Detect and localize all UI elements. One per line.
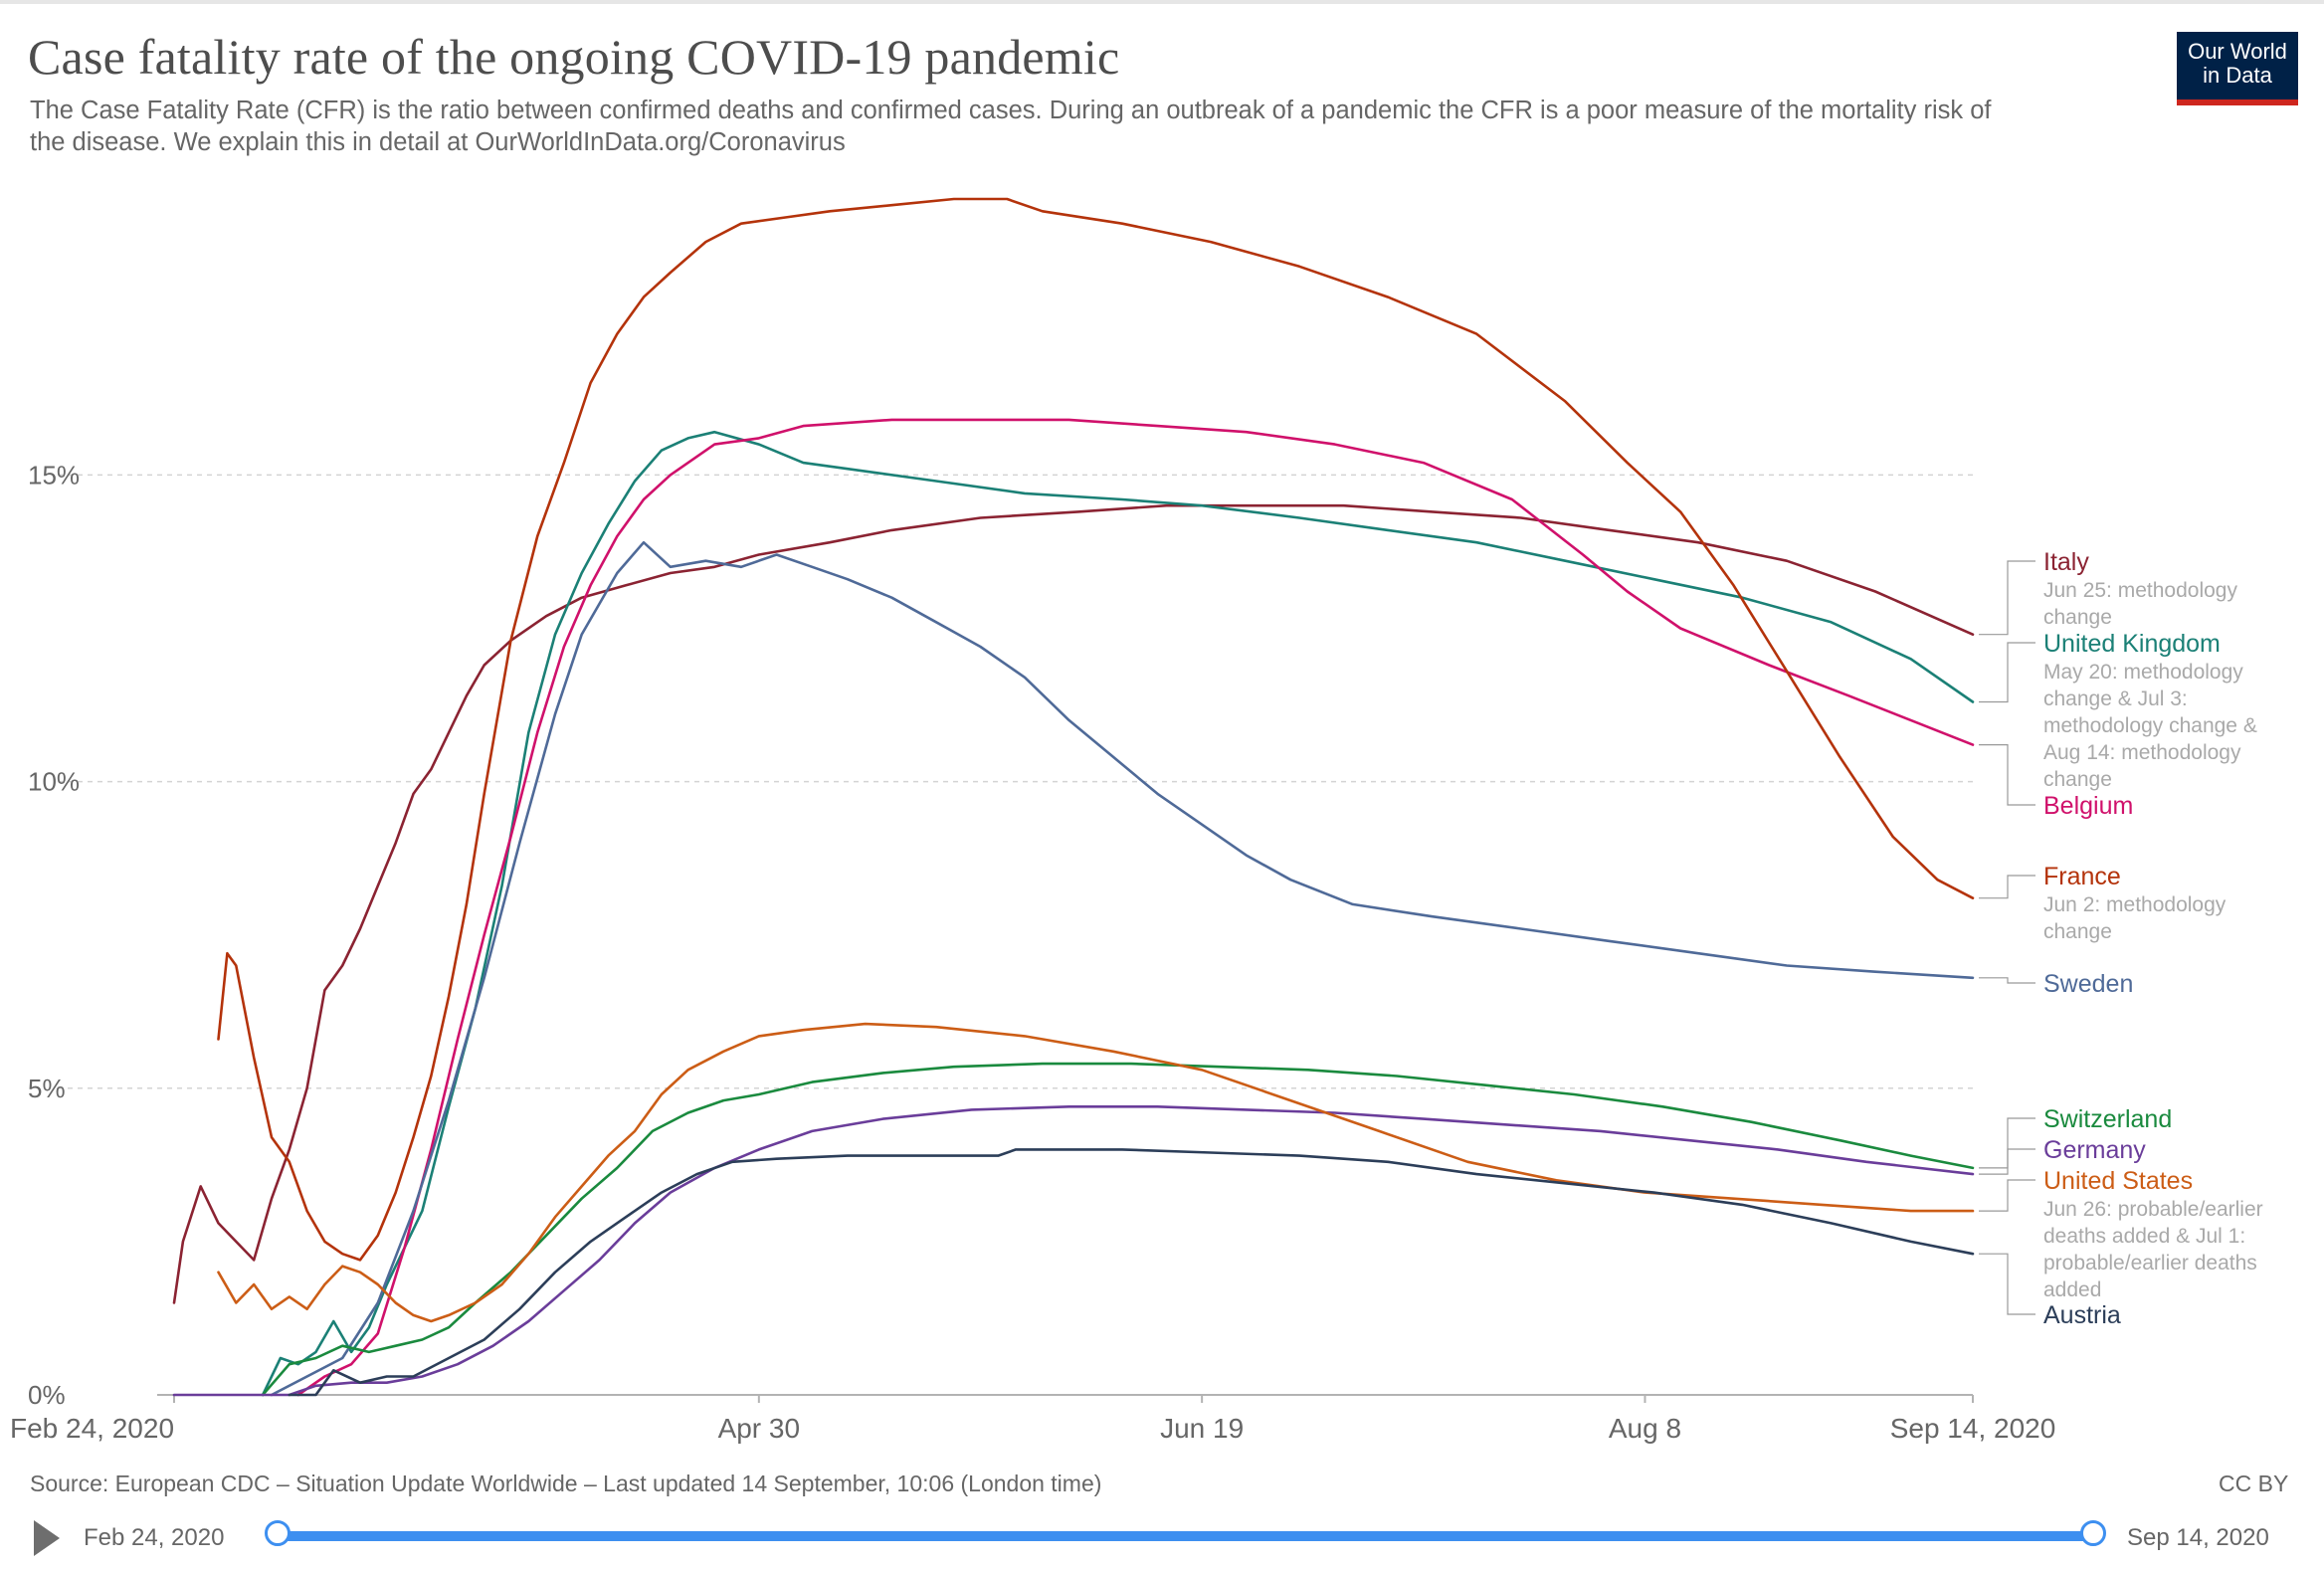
timeline-start-label: Feb 24, 2020: [84, 1524, 225, 1551]
label-connector: [1979, 977, 2035, 984]
x-tick-label: Aug 8: [1609, 1413, 1681, 1444]
series-annotation: change: [2043, 768, 2112, 791]
series-line-united-kingdom: [261, 430, 1975, 1397]
x-tick-label: Sep 14, 2020: [1890, 1413, 2056, 1444]
source-note: Source: European CDC – Situation Update …: [30, 1471, 1102, 1496]
series-annotation: deaths added & Jul 1:: [2043, 1225, 2245, 1248]
label-connector: [1979, 875, 2035, 899]
timeline-start-handle[interactable]: [265, 1520, 290, 1546]
logo-line-1: Our World: [2188, 39, 2287, 64]
series-label: France: [2043, 863, 2121, 890]
series-annotation: methodology change &: [2043, 714, 2257, 737]
play-icon[interactable]: [34, 1520, 60, 1556]
y-tick-label: 0%: [28, 1380, 66, 1410]
label-connector: [1979, 1148, 2035, 1175]
series-label: United Kingdom: [2043, 630, 2221, 658]
timeline-track[interactable]: [277, 1531, 2093, 1541]
line-chart: 0% 5% 10% 15% Feb 24, 2020 Apr 30 Jun 19 Aug 8 S…: [10, 197, 2263, 1444]
series-annotation: Jun 26: probable/earlier: [2043, 1198, 2263, 1221]
timeline-end-label: Sep 14, 2020: [2127, 1524, 2269, 1551]
x-tick-label: Apr 30: [718, 1413, 801, 1444]
series-annotation: Jun 25: methodology: [2043, 579, 2237, 602]
series-line-austria: [288, 1148, 1975, 1397]
series-annotation: probable/earlier deaths: [2043, 1252, 2257, 1275]
series-label: Italy: [2043, 548, 2089, 576]
owid-logo[interactable]: Our World in Data: [2177, 32, 2298, 105]
series-annotation: change & Jul 3:: [2043, 687, 2188, 710]
timeline: Feb 24, 2020 Sep 14, 2020: [0, 1514, 2324, 1564]
series-annotation: change: [2043, 606, 2112, 629]
series-annotation: May 20: methodology: [2043, 661, 2243, 684]
series-line-sweden: [270, 540, 1975, 1397]
series-line-united-states: [217, 1022, 1975, 1323]
logo-line-2: in Data: [2203, 63, 2272, 88]
y-tick-label: 10%: [28, 767, 80, 797]
series-label: Germany: [2043, 1136, 2146, 1164]
series-line-france: [217, 197, 1975, 1262]
chart-subtitle: The Case Fatality Rate (CFR) is the rati…: [30, 97, 1992, 156]
series-annotation: Jun 2: methodology: [2043, 893, 2227, 916]
label-connector: [1979, 1253, 2035, 1315]
series-label: Austria: [2043, 1301, 2121, 1329]
series-label: Sweden: [2043, 970, 2133, 998]
series-label: Switzerland: [2043, 1105, 2172, 1133]
license-link[interactable]: CC BY: [2219, 1471, 2289, 1496]
series-label: Belgium: [2043, 792, 2133, 820]
grid-layer: [58, 474, 1973, 1089]
series-line-germany: [172, 1105, 1975, 1397]
y-tick-label: 5%: [28, 1074, 66, 1103]
label-connector: [1979, 642, 2035, 703]
timeline-end-handle[interactable]: [2080, 1520, 2106, 1546]
series-layer: [172, 197, 1975, 1397]
label-connector: [1979, 1179, 2035, 1212]
label-connector: [1979, 1117, 2035, 1169]
series-annotation: change: [2043, 920, 2112, 943]
series-line-belgium: [296, 418, 1975, 1397]
series-annotation: Aug 14: methodology: [2043, 741, 2241, 764]
axis-layer: 0% 5% 10% 15% Feb 24, 2020 Apr 30 Jun 19 Aug 8 S…: [10, 460, 2055, 1444]
series-line-italy: [172, 503, 1975, 1304]
x-tick-label: Jun 19: [1160, 1413, 1244, 1444]
label-connector: [1979, 744, 2035, 806]
series-label: United States: [2043, 1167, 2193, 1195]
logo-accent-bar: [2177, 99, 2298, 105]
label-connector: [1979, 560, 2035, 636]
y-tick-label: 15%: [28, 460, 80, 490]
series-annotation: added: [2043, 1278, 2101, 1301]
series-line-switzerland: [261, 1062, 1975, 1397]
top-border: [0, 0, 2324, 4]
x-tick-label: Feb 24, 2020: [10, 1413, 174, 1444]
chart-title: Case fatality rate of the ongoing COVID-…: [28, 29, 1120, 85]
